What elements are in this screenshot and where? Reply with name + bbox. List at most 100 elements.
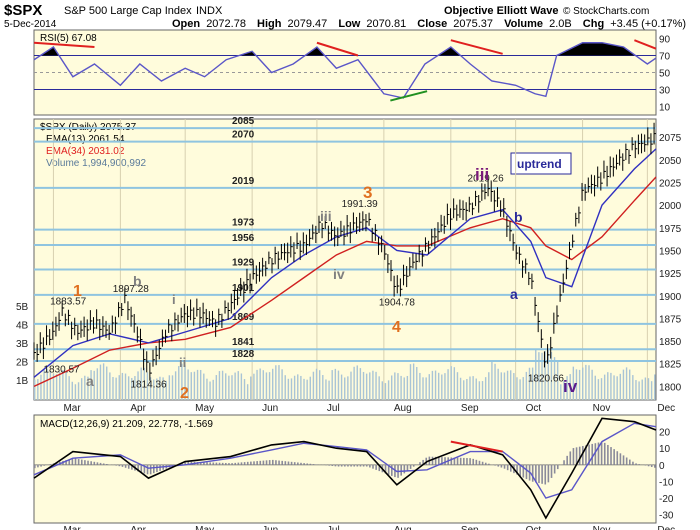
volume-bar-6 [52, 373, 55, 400]
macd-histogram-bar-83 [293, 462, 296, 465]
volume-bar-112 [384, 383, 387, 400]
rsi-tick-3: 70 [659, 52, 671, 63]
volume-bar-121 [412, 363, 415, 400]
ohlc-bar-169 [562, 273, 566, 293]
volume-bar-161 [538, 352, 540, 400]
volume-bar-194 [641, 379, 643, 400]
ohlc-bar-58 [215, 319, 218, 337]
volume-bar-18 [90, 370, 92, 400]
ohlc-bar-141 [475, 190, 478, 207]
macd-x-tick-dec: Dec [657, 525, 675, 530]
macd-histogram-bar-86 [303, 463, 305, 465]
volume-bar-30 [127, 376, 130, 400]
level-label-2085: 2085 [232, 116, 255, 127]
ohlc-bar-41 [161, 329, 165, 347]
ohlc-bar-88 [309, 229, 312, 247]
macd-histogram-bar-121 [412, 464, 415, 467]
price-annotation-0: 1883.57 [50, 297, 87, 308]
volume-bar-160 [535, 348, 537, 400]
ohlc-bar-9 [61, 300, 65, 317]
ohlc-bar-84 [296, 232, 300, 249]
volume-bar-172 [572, 366, 575, 400]
ohlc-bar-177 [587, 177, 591, 193]
wave-label-10: iii [475, 165, 489, 184]
volume-bar-167 [556, 361, 559, 400]
macd-histogram-bar-82 [290, 461, 293, 465]
rsi-tick-0: 10 [659, 103, 671, 114]
exchange: INDX [196, 5, 223, 17]
macd-histogram-bar-109 [375, 464, 377, 470]
volume-bar-47 [181, 363, 183, 400]
volume-bar-60 [221, 370, 224, 400]
price-annotation-6: 2019.26 [468, 174, 505, 185]
macd-legend: MACD(12,26,9) 21.209, 22.778, -1.569 [40, 419, 213, 430]
macd-histogram-bar-61 [225, 462, 227, 465]
volume-bar-76 [272, 368, 274, 400]
volume-bar-63 [231, 375, 233, 400]
ohlc-bar-137 [462, 200, 466, 221]
ohlc-bar-42 [165, 329, 168, 343]
volume-bar-110 [378, 376, 380, 400]
volume-bar-9 [62, 369, 64, 400]
ohlc-bar-92 [321, 223, 325, 239]
price-tick-1850: 1850 [659, 337, 682, 348]
ohlc-bar-22 [102, 316, 105, 337]
price-annotation-2: 1830.57 [43, 365, 80, 376]
macd-signal-line [33, 422, 657, 499]
volume-bar-125 [425, 377, 427, 400]
volume-bar-65 [237, 371, 239, 400]
volume-bar-45 [174, 371, 177, 400]
ohlc-bar-148 [496, 187, 500, 207]
ohlc-bar-60 [221, 313, 224, 328]
macd-histogram-bar-28 [121, 464, 124, 467]
ohlc-bar-0 [33, 342, 36, 360]
macd-histogram-bar-63 [231, 463, 233, 465]
volume-bar-26 [115, 377, 117, 400]
volume-bar-131 [444, 373, 446, 400]
volume-bar-119 [406, 375, 409, 400]
ohlc-bar-65 [237, 287, 240, 306]
ohlc-bar-29 [124, 287, 127, 304]
ohlc-bar-191 [631, 137, 635, 151]
volume-bar-93 [325, 379, 327, 400]
macd-histogram-bar-129 [437, 456, 440, 465]
macd-histogram-bar-60 [221, 462, 224, 465]
chg-label: Chg [583, 18, 604, 30]
copyright: © StockCharts.com [563, 6, 649, 17]
volume-bar-124 [422, 377, 424, 400]
ohlc-bar-19 [93, 317, 96, 334]
volume-bar-99 [344, 377, 346, 400]
volume-bar-87 [306, 379, 308, 400]
ohlc-bar-67 [243, 281, 246, 303]
volume-bar-55 [206, 378, 208, 400]
macd-histogram-bar-195 [644, 464, 647, 466]
macd-tick--10: -10 [659, 477, 674, 488]
macd-histogram-bar-23 [106, 463, 108, 465]
ohlc-bar-138 [465, 202, 469, 221]
volume-bar-177 [588, 365, 590, 400]
macd-histogram-bar-15 [80, 459, 83, 465]
ohlc-bar-122 [415, 253, 419, 270]
macd-histogram-bar-5 [49, 464, 52, 465]
volume-bar-61 [225, 373, 227, 400]
volume-bar-16 [84, 375, 86, 400]
ohlc-bar-182 [603, 160, 606, 179]
macd-histogram-bar-104 [359, 464, 362, 467]
macd-histogram-bar-179 [594, 443, 597, 465]
volume-bar-62 [228, 375, 230, 400]
macd-histogram-bar-35 [143, 464, 146, 474]
wave-label-8: iii [320, 208, 332, 224]
price-tick-1925: 1925 [659, 269, 682, 280]
ohlc-bar-121 [412, 253, 415, 269]
volume-bar-115 [394, 372, 396, 400]
ohlc-bar-7 [55, 316, 58, 337]
volume-bar-138 [466, 378, 468, 400]
ohlc-bar-80 [284, 243, 287, 261]
ohlc-bar-111 [381, 235, 384, 253]
ohlc-bar-59 [218, 308, 221, 326]
volume-bar-143 [481, 381, 484, 400]
volume-bar-97 [337, 370, 340, 400]
macd-histogram-bar-79 [281, 460, 283, 465]
macd-histogram-bar-197 [650, 464, 653, 467]
volume-bar-77 [275, 365, 277, 400]
